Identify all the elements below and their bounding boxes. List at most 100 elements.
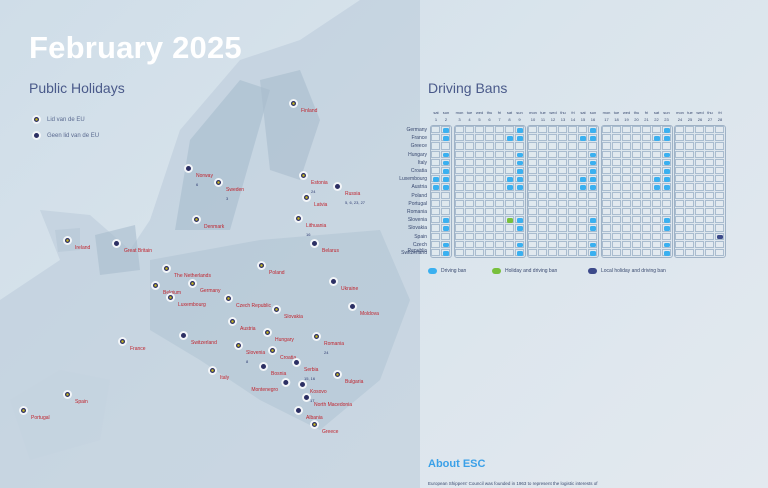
country-marker[interactable]: Bosnia xyxy=(259,362,286,380)
ban-cell xyxy=(431,216,440,224)
ban-cell xyxy=(464,249,474,257)
ban-cell xyxy=(568,158,577,166)
country-marker[interactable]: Russia 5, 6, 23, 27 xyxy=(333,182,365,205)
country-marker[interactable]: Hungary xyxy=(263,328,294,346)
ban-cell xyxy=(601,249,611,257)
weekday-header: sat xyxy=(433,110,439,115)
ban-cell xyxy=(431,199,440,207)
ban-cell xyxy=(484,158,494,166)
country-marker[interactable]: Portugal xyxy=(19,406,50,424)
ban-cell xyxy=(631,167,641,175)
ban-cell xyxy=(651,191,661,199)
country-marker[interactable]: France xyxy=(118,337,146,355)
country-label: Spain xyxy=(414,233,427,240)
country-marker[interactable]: Romania 24 xyxy=(312,332,344,355)
ban-cell xyxy=(514,126,524,134)
country-marker[interactable]: Montenegro xyxy=(251,378,290,396)
ban-cell xyxy=(484,249,494,257)
country-marker[interactable]: Serbia 15, 16 xyxy=(292,358,318,381)
country-marker[interactable]: Czech Republic xyxy=(224,294,271,312)
ban-cell xyxy=(641,142,651,150)
ban-cell xyxy=(454,199,464,207)
ban-cell xyxy=(558,183,567,191)
country-marker[interactable]: Ukraine xyxy=(329,277,358,295)
ban-cell xyxy=(715,142,724,150)
country-marker[interactable]: Germany xyxy=(188,279,221,297)
day-number: 18 xyxy=(614,117,619,122)
country-label: Poland xyxy=(411,192,427,199)
ban-cell xyxy=(621,199,631,207)
country-marker[interactable]: Croatia xyxy=(268,346,296,364)
country-marker[interactable]: Lithuania 16 xyxy=(294,214,326,237)
ban-cell xyxy=(464,232,474,240)
country-marker[interactable]: Denmark xyxy=(192,215,224,233)
ban-cell xyxy=(685,183,694,191)
country-marker[interactable]: Kosovo 17 xyxy=(298,380,327,403)
ban-cell xyxy=(504,126,514,134)
day-number: 23 xyxy=(664,117,669,122)
country-marker[interactable]: Bulgaria xyxy=(333,370,363,388)
country-marker[interactable]: Sweden 3 xyxy=(214,178,244,201)
country-marker[interactable]: Finland xyxy=(289,99,317,117)
country-marker[interactable]: Austria xyxy=(228,317,256,335)
ban-cell xyxy=(661,142,671,150)
country-marker[interactable]: North Macedonia xyxy=(302,393,352,411)
country-label: Switzerland xyxy=(401,250,427,256)
ban-cell xyxy=(474,216,484,224)
country-marker[interactable]: Italy xyxy=(208,366,229,384)
ban-cell xyxy=(431,158,440,166)
country-marker[interactable]: Great Britain xyxy=(112,239,152,257)
ban-cell xyxy=(538,240,547,248)
country-marker[interactable]: Latvia xyxy=(302,193,327,211)
ban-cell xyxy=(441,150,450,158)
ban-cell xyxy=(695,249,704,257)
ban-cell xyxy=(568,183,577,191)
country-marker[interactable]: Slovakia xyxy=(272,305,303,323)
day-number: 8 xyxy=(508,117,511,122)
weekday-header: fri xyxy=(644,110,649,115)
ban-cell xyxy=(611,126,621,134)
ban-cell xyxy=(578,158,587,166)
ban-cell xyxy=(705,183,714,191)
country-marker[interactable]: Estonia 24 xyxy=(299,171,328,194)
country-marker[interactable]: Moldova xyxy=(348,302,379,320)
holiday-days: 6 xyxy=(196,182,199,187)
eu-marker-icon xyxy=(228,317,237,326)
ban-cell xyxy=(661,150,671,158)
country-name: Latvia xyxy=(314,202,328,208)
country-marker[interactable]: Slovenia 8 xyxy=(234,341,265,364)
ban-marker xyxy=(663,242,670,248)
weekday-header: thu xyxy=(707,110,713,115)
ban-cell xyxy=(641,224,651,232)
country-marker[interactable]: Poland xyxy=(257,261,285,279)
country-name: Romania xyxy=(324,341,345,347)
ban-cell xyxy=(588,150,597,158)
country-marker[interactable]: Luxembourg xyxy=(166,293,206,311)
ban-cell xyxy=(611,249,621,257)
ban-cell xyxy=(651,134,661,142)
country-name: Belarus xyxy=(322,248,339,254)
ban-cell xyxy=(651,224,661,232)
ban-marker xyxy=(443,251,449,256)
country-marker[interactable]: Norway 6 xyxy=(184,164,213,187)
ban-cell xyxy=(454,232,464,240)
ban-cell xyxy=(474,199,484,207)
country-name: Spain xyxy=(75,399,88,405)
country-marker[interactable]: The Netherlands xyxy=(162,264,211,282)
country-marker[interactable]: Switzerland xyxy=(179,331,217,349)
holiday-days: 24 xyxy=(311,189,316,194)
holiday-days: 24 xyxy=(324,350,329,355)
ban-cell xyxy=(661,208,671,216)
ban-cell xyxy=(661,240,671,248)
country-marker[interactable]: Greece xyxy=(310,420,338,438)
weekday-header: fri xyxy=(571,110,575,115)
country-marker[interactable]: Belarus xyxy=(310,239,339,257)
ban-marker xyxy=(516,226,523,231)
country-marker[interactable]: Albania xyxy=(294,406,323,424)
ban-cell xyxy=(454,240,464,248)
country-marker[interactable]: Ireland xyxy=(63,236,90,254)
country-marker[interactable]: Spain xyxy=(63,390,88,408)
ban-cell xyxy=(558,208,567,216)
ban-cell xyxy=(454,142,464,150)
ban-cell xyxy=(578,142,587,150)
